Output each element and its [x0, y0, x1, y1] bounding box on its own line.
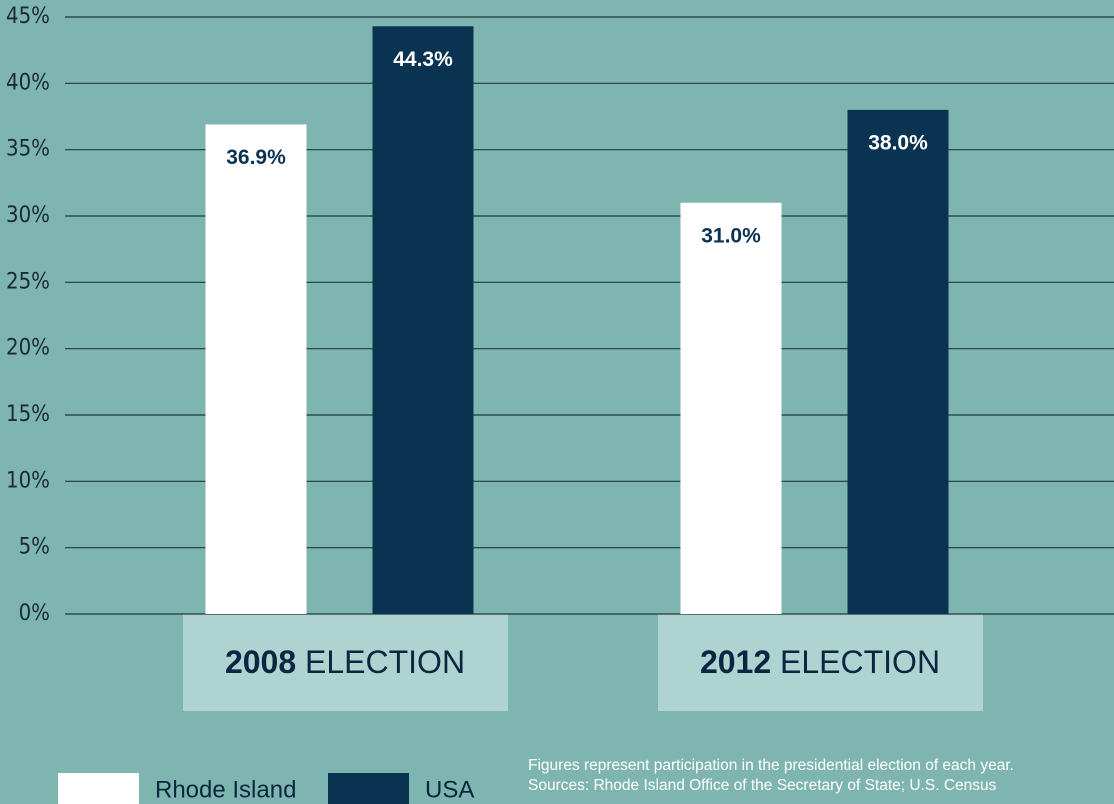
bar	[847, 109, 949, 614]
value-label: 31.0%	[701, 224, 761, 247]
y-tick-label: 0%	[19, 601, 50, 626]
bar	[205, 124, 307, 615]
category-text: ELECTION	[771, 644, 940, 680]
category-box	[183, 614, 508, 711]
y-tick-label: 40%	[6, 70, 50, 95]
category-box	[658, 614, 983, 711]
y-tick-label: 20%	[6, 336, 50, 361]
y-tick-label: 45%	[6, 4, 50, 29]
y-tick-label: 25%	[6, 269, 50, 294]
category-year: 2012	[700, 644, 771, 680]
y-tick-label: 35%	[6, 137, 50, 162]
bar	[680, 202, 782, 614]
bar	[372, 26, 474, 614]
legend-swatch	[328, 773, 409, 804]
legend-swatch	[58, 773, 139, 804]
value-label: 38.0%	[868, 131, 928, 154]
y-tick-label: 15%	[6, 402, 50, 427]
category-year: 2008	[225, 644, 296, 680]
y-tick-label: 30%	[6, 203, 50, 228]
legend-label: Rhode Island	[155, 776, 296, 803]
y-tick-label: 5%	[19, 535, 50, 560]
footnote: Sources: Rhode Island Office of the Secr…	[528, 777, 997, 794]
x-tick-label: 2012 ELECTION	[700, 644, 940, 680]
footnote: Figures represent participation in the p…	[528, 757, 1014, 774]
x-tick-label: 2008 ELECTION	[225, 644, 465, 680]
legend-label: USA	[425, 776, 474, 803]
value-label: 36.9%	[226, 146, 286, 169]
y-tick-label: 10%	[6, 468, 50, 493]
value-label: 44.3%	[393, 48, 453, 71]
category-text: ELECTION	[296, 644, 465, 680]
